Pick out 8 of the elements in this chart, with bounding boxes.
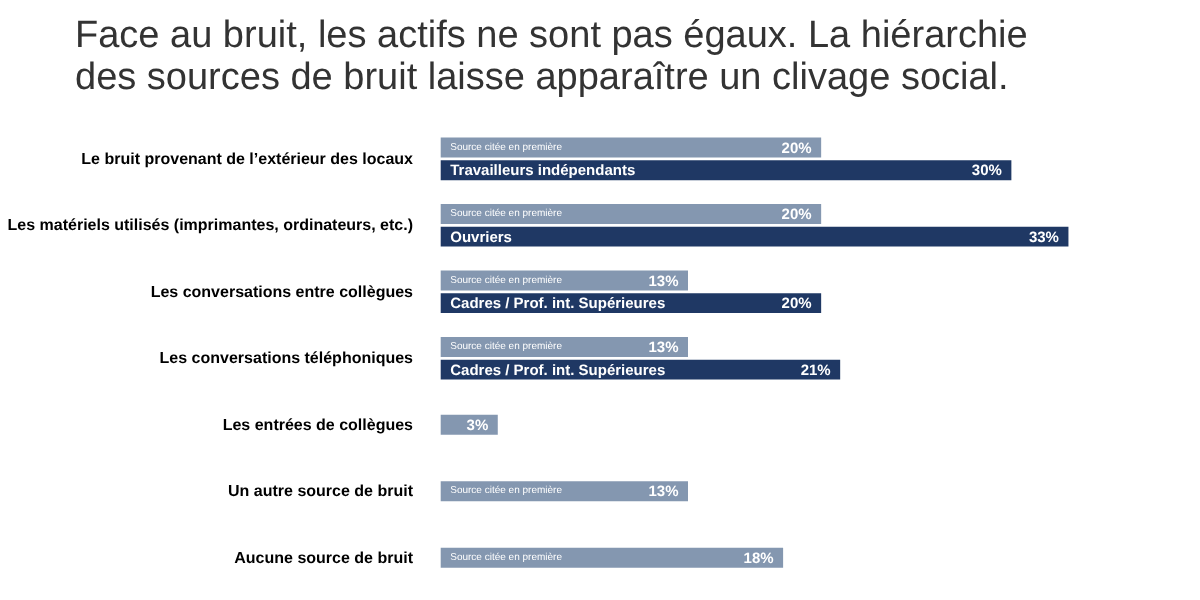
chart-title: Face au bruit, les actifs ne sont pas égaux. La hiérarchie des sources de bruit laisse apparaître un clivage social.: [75, 15, 1028, 99]
y-tick-label: Le bruit provenant de l’extérieur des locaux: [81, 149, 415, 168]
y-tick-label: Un autre source de bruit: [228, 482, 414, 501]
y-tick-label: Les conversations entre collègues: [150, 282, 415, 301]
y-tick-label: Aucune source de bruit: [234, 548, 414, 567]
y-tick-label: Les conversations téléphoniques: [159, 349, 415, 368]
y-tick-label: Les matériels utilisés (imprimantes, ordinateurs, etc.): [7, 216, 414, 235]
y-tick-label: Les entrées de collègues: [222, 415, 415, 434]
